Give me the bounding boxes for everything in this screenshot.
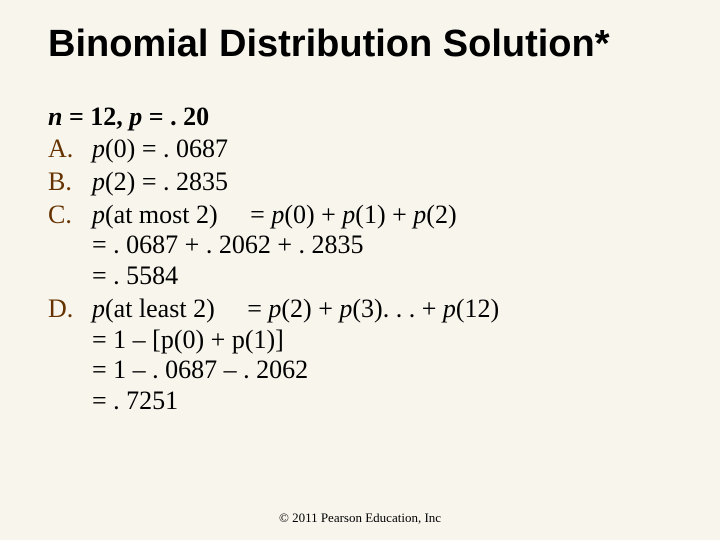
copyright-footer: © 2011 Pearson Education, Inc xyxy=(0,510,720,526)
item-d-p2: p xyxy=(268,294,281,323)
item-c-p1: p xyxy=(92,200,105,229)
item-a-p: p xyxy=(92,134,105,163)
item-c-mid1: (at most 2) = xyxy=(105,200,271,229)
item-d: D. p(at least 2) = p(2) + p(3). . . + p(… xyxy=(48,294,672,325)
item-b-rest: (2) = . 2835 xyxy=(105,167,228,196)
item-c-p3: p xyxy=(342,200,355,229)
p-eq: = . 20 xyxy=(142,102,209,131)
item-d-end: (12) xyxy=(456,294,499,323)
item-d-line2a: = 1 – [ xyxy=(92,325,161,354)
item-c-p2: p xyxy=(271,200,284,229)
item-d-mid3: (3). . . + xyxy=(352,294,442,323)
item-d-label: D. xyxy=(48,294,92,325)
item-d-p1: p xyxy=(92,294,105,323)
item-d-line2b: (0) + xyxy=(174,325,232,354)
item-d-p4: p xyxy=(443,294,456,323)
slide-body: n = 12, p = . 20 A. p(0) = . 0687 B. p(2… xyxy=(48,102,672,417)
item-b-content: p(2) = . 2835 xyxy=(92,167,672,198)
item-a-label: A. xyxy=(48,134,92,165)
slide-title: Binomial Distribution Solution* xyxy=(48,24,672,66)
p-var: p xyxy=(129,102,142,131)
item-d-content: p(at least 2) = p(2) + p(3). . . + p(12) xyxy=(92,294,672,325)
item-c-mid2: (0) + xyxy=(284,200,342,229)
item-c-end: (2) xyxy=(426,200,456,229)
item-a-rest: (0) = . 0687 xyxy=(105,134,228,163)
item-a-content: p(0) = . 0687 xyxy=(92,134,672,165)
item-d-line2: = 1 – [p(0) + p(1)] xyxy=(48,325,672,356)
item-d-p6: p xyxy=(232,325,245,354)
item-d-p3: p xyxy=(339,294,352,323)
n-eq: = 12, xyxy=(62,102,129,131)
item-a: A. p(0) = . 0687 xyxy=(48,134,672,165)
n-var: n xyxy=(48,102,62,131)
item-c-p4: p xyxy=(413,200,426,229)
item-d-p5: p xyxy=(161,325,174,354)
item-d-line4: = . 7251 xyxy=(48,386,672,417)
item-c-line2: = . 0687 + . 2062 + . 2835 xyxy=(48,230,672,261)
item-d-mid1: (at least 2) = xyxy=(105,294,268,323)
item-d-line3: = 1 – . 0687 – . 2062 xyxy=(48,355,672,386)
item-d-mid2: (2) + xyxy=(281,294,339,323)
slide: Binomial Distribution Solution* n = 12, … xyxy=(0,0,720,540)
item-b-label: B. xyxy=(48,167,92,198)
parameters-line: n = 12, p = . 20 xyxy=(48,102,672,133)
item-c-line3: = . 5584 xyxy=(48,261,672,292)
item-b: B. p(2) = . 2835 xyxy=(48,167,672,198)
item-c: C. p(at most 2) = p(0) + p(1) + p(2) xyxy=(48,200,672,231)
item-c-mid3: (1) + xyxy=(355,200,413,229)
item-c-content: p(at most 2) = p(0) + p(1) + p(2) xyxy=(92,200,672,231)
item-c-label: C. xyxy=(48,200,92,231)
item-d-line2c: (1)] xyxy=(245,325,284,354)
item-b-p: p xyxy=(92,167,105,196)
